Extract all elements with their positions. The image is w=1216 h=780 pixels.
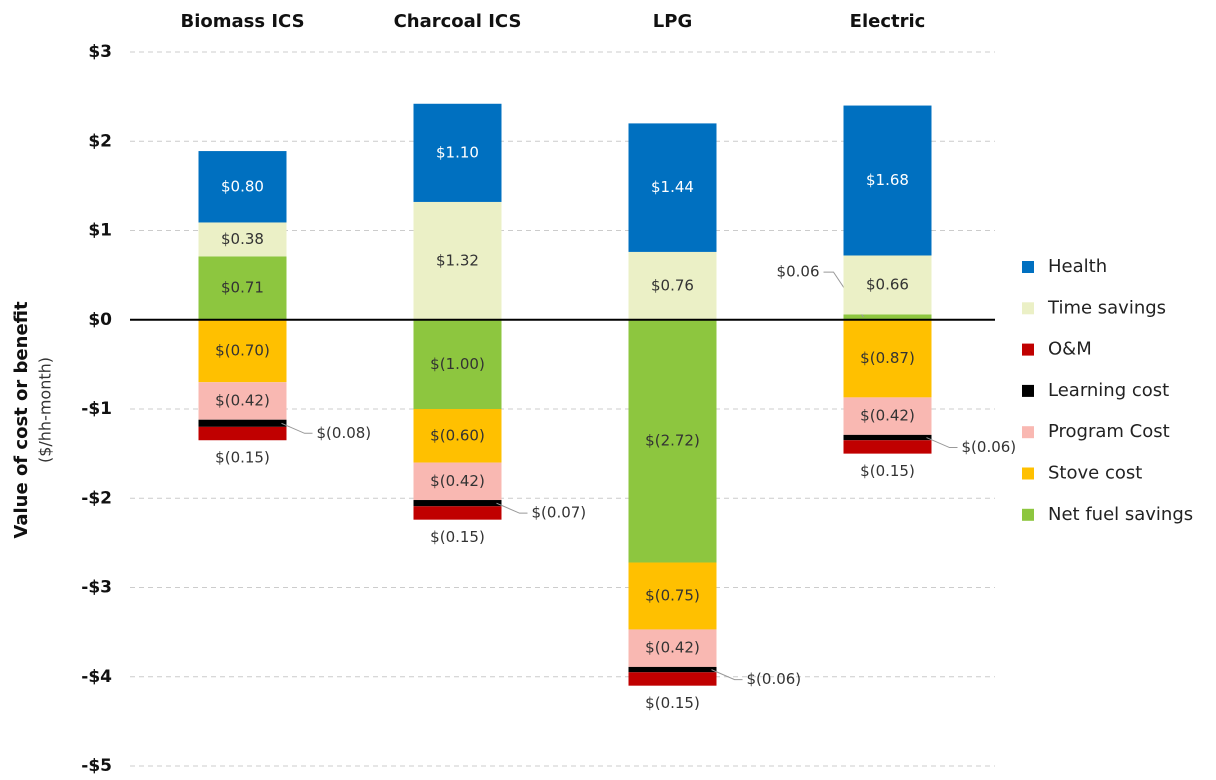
value-label: $(0.15) [430,528,485,546]
legend-label: Net fuel savings [1048,504,1193,525]
value-label: $(0.15) [215,449,270,467]
bar-segment [413,409,502,463]
y-tick-label: -$4 [81,667,112,687]
legend-swatch [1022,261,1034,273]
value-label: $1.10 [436,143,479,161]
y-tick-label: $2 [88,131,112,151]
value-label: $0.80 [221,177,264,195]
leader-line [711,669,743,681]
bar-segment [413,506,502,520]
y-tick-label: -$2 [81,488,112,508]
leader-line [281,422,313,434]
value-label: $(0.15) [860,462,915,480]
bar-segment [413,319,502,409]
legend-label: Stove cost [1048,463,1142,484]
bar-segment [198,382,287,420]
y-tick-label: $3 [88,42,112,62]
legend-swatch [1022,343,1034,356]
bar-segment [628,562,717,630]
y-axis-subtitle: ($/hh-month) [36,357,55,463]
y-tick-label: -$1 [81,399,112,419]
value-label: $(0.42) [860,407,915,425]
y-axis-title: Value of cost or benefit [11,301,32,539]
y-tick-label: $1 [88,221,112,241]
legend-label: Learning cost [1048,380,1169,401]
value-label: $(0.06) [962,438,1017,456]
category-label: Electric [850,11,926,32]
y-tick-label: -$3 [81,578,112,598]
value-label: $(0.75) [645,586,700,604]
bar-segment [413,201,502,320]
bar-segment [198,419,287,427]
legend-label: Program Cost [1048,421,1170,442]
bar-segment [413,462,502,501]
bar-segment [843,440,932,454]
value-label: $1.44 [651,178,694,196]
bar-segment [628,123,717,252]
bar-segment [843,319,932,398]
value-label: $(2.72) [645,432,700,450]
value-label: $0.38 [221,230,264,248]
bar-segment [198,256,287,320]
value-label: $(0.70) [215,341,270,359]
legend-swatch [1022,384,1034,397]
bar-segment [628,666,717,673]
bar-segment [843,105,932,256]
bar-segment [843,397,932,435]
y-tick-label: -$5 [81,756,112,776]
bar-segment [198,222,287,257]
value-label: $(0.60) [430,426,485,444]
bar-segment [628,629,717,667]
legend-label: Time savings [1047,297,1166,318]
bar-segment [843,314,932,320]
value-label: $1.32 [436,251,479,269]
value-label: $(0.08) [317,424,372,442]
value-label: $0.06 [777,263,820,281]
value-label: $1.68 [866,171,909,189]
legend-label: Health [1048,256,1107,277]
legend-swatch [1022,467,1034,480]
bar-segment [843,434,932,441]
bar-segment [198,151,287,223]
leader-line [926,437,958,449]
legend-swatch [1022,426,1034,439]
bar-segment [628,319,717,563]
value-label: $(0.06) [747,670,802,688]
value-label: $(0.07) [532,504,587,522]
category-label: LPG [653,11,692,32]
bar-segment [198,319,287,383]
legend-label: O&M [1048,339,1092,360]
value-label: $(0.42) [215,391,270,409]
bar-segment [413,103,502,202]
bar-segment [843,255,932,315]
bar-segment [413,500,502,507]
category-label: Biomass ICS [180,11,304,32]
value-label: $(0.42) [430,472,485,490]
legend-swatch [1022,302,1034,315]
bar-segment [628,672,717,686]
value-label: $(0.87) [860,349,915,367]
leader-line [496,502,528,514]
legend-swatch [1022,508,1034,521]
value-label: $0.76 [651,276,694,294]
value-label: $(1.00) [430,355,485,373]
value-label: $(0.15) [645,694,700,712]
category-label: Charcoal ICS [394,11,522,32]
value-label: $0.66 [866,275,909,293]
y-tick-label: $0 [88,310,112,330]
value-label: $0.71 [221,279,264,297]
bar-segment [198,426,287,441]
bar-segment [628,251,717,320]
value-label: $(0.42) [645,639,700,657]
